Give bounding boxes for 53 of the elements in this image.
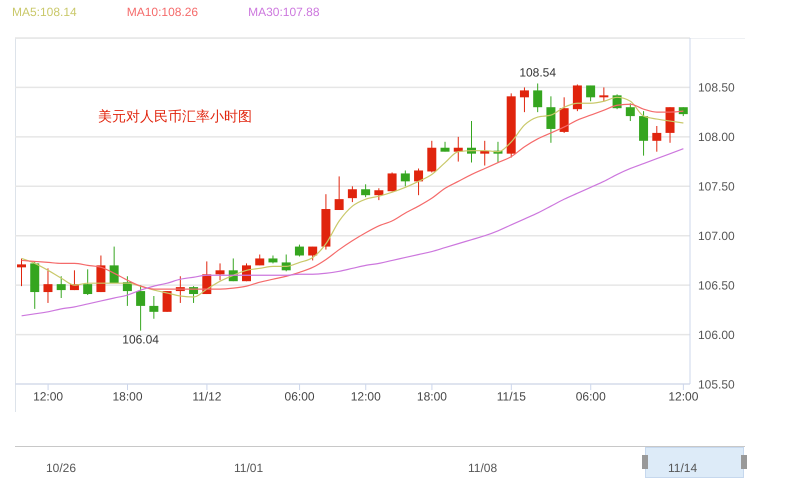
- range-slider: 10/26 11/01 11/08 11/14: [15, 446, 745, 478]
- y-tick-label: 105.50: [698, 377, 736, 392]
- annotation: 106.04: [122, 332, 160, 347]
- x-tick-label: 11/15: [496, 390, 526, 404]
- candlestick: [162, 290, 172, 312]
- candlestick: [56, 276, 66, 298]
- y-tick-label: 106.50: [698, 278, 736, 292]
- candlestick: [560, 96, 569, 134]
- x-tick-label: 12:00: [668, 390, 699, 404]
- y-tick-label: 108.50: [698, 80, 736, 95]
- candlestick: [136, 284, 146, 332]
- x-tick-label: 06:00: [576, 390, 606, 404]
- candlestick: [149, 296, 158, 320]
- candlestick: [572, 84, 582, 112]
- candlestick: [294, 244, 304, 257]
- x-tick-label: 06:00: [284, 390, 315, 404]
- candlestick: [599, 86, 608, 102]
- candlestick: [216, 262, 225, 281]
- candlestick: [400, 170, 410, 187]
- text: MA30:107.88: [248, 5, 320, 19]
- x-tick-label: 12:00: [33, 390, 64, 404]
- y-tick-label: 107.00: [698, 228, 736, 243]
- candlestick: [427, 140, 436, 173]
- x-tick-label: 11/12: [192, 390, 222, 404]
- line-series: [21, 148, 684, 316]
- candlestick: [334, 176, 344, 211]
- text: MA5:108.14: [12, 5, 77, 19]
- y-tick-label: 108.00: [698, 130, 736, 144]
- candlestick: [388, 172, 397, 192]
- y-tick-label: 107.50: [698, 180, 736, 194]
- candlestick: [83, 268, 92, 296]
- candlestick: [308, 246, 318, 261]
- candlestick: [454, 136, 463, 162]
- annotation: 108.54: [519, 65, 556, 80]
- candlestick: [520, 86, 529, 113]
- candlestick: [361, 184, 370, 198]
- candlestick: [626, 102, 635, 122]
- candlestick: [43, 268, 52, 304]
- candlestick: [586, 84, 596, 102]
- candlestick: [546, 96, 556, 144]
- x-tick-label: 18:00: [112, 390, 143, 404]
- text: 美元对人民币汇率小时图: [98, 108, 252, 126]
- candlestick: [414, 168, 424, 196]
- candlestick: [652, 125, 662, 152]
- candlestick: [17, 258, 26, 287]
- x-tick-label: 18:00: [416, 390, 448, 404]
- candlestick: [255, 254, 264, 266]
- candlestick: [374, 188, 384, 201]
- y-tick-label: 106.00: [698, 328, 736, 342]
- candlestick: [533, 82, 542, 113]
- text: MA10:108.26: [126, 5, 198, 19]
- candlestick: [348, 186, 357, 203]
- x-tick-label: 12:00: [350, 390, 382, 404]
